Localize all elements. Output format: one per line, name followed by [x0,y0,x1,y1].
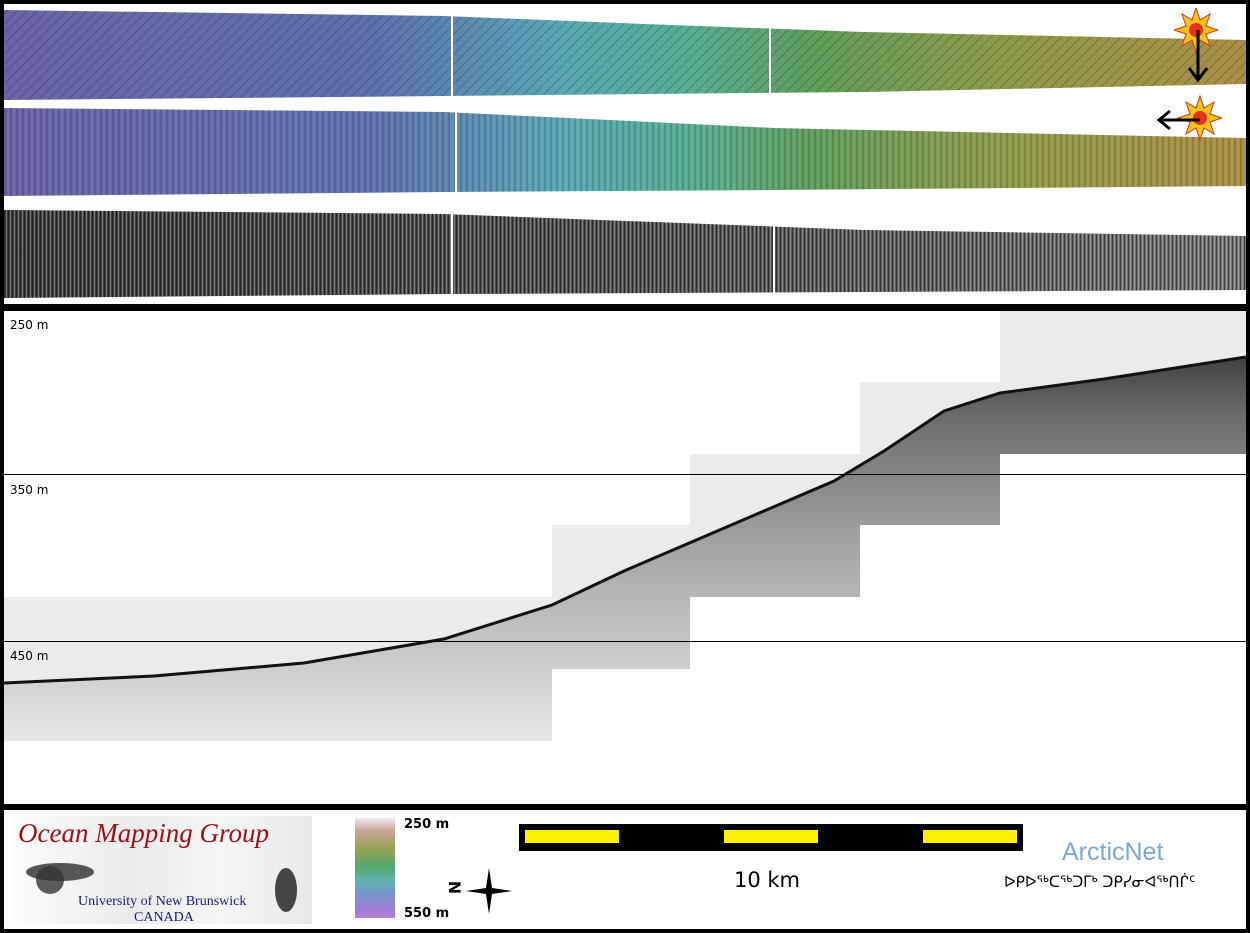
depth-label-350: 350 m [10,483,49,497]
seafloor-reflector [4,355,1246,685]
depth-label-450: 450 m [10,649,49,663]
depth-gridline-350 [4,474,1246,475]
relief-strip-east [4,108,1246,196]
swath-strips [4,10,1246,298]
north-label: N [445,880,465,895]
depth-gridline-450 [4,641,1246,642]
sun-arrow-down-icon [1174,8,1218,83]
relief-strip-north [4,10,1246,100]
arcticnet-logo: ArcticNet [1062,838,1164,866]
depth-label-250: 250 m [10,318,49,332]
colorbar-top-label: 250 m [404,817,450,832]
sun-arrow-left-icon [1156,94,1222,142]
depth-colorbar [355,818,395,918]
scale-segment [923,830,1017,843]
sonar-fish-icon [275,868,297,912]
scale-segment [724,830,818,843]
scale-segment [525,830,619,843]
strip-seams [451,14,775,298]
logo-title: Ocean Mapping Group [18,818,269,848]
ocean-mapping-group-logo: Ocean Mapping Group University of New Br… [10,816,312,925]
logo-country: CANADA [134,910,194,925]
seafloor-vessel-icon [26,863,94,894]
compass-star-icon [466,868,512,914]
backscatter-strip [4,210,1246,298]
profile-image [4,311,1246,741]
sediment-body [4,357,1246,741]
colorbar-bottom-label: 550 m [404,906,450,921]
scale-label: 10 km [734,868,801,892]
north-arrow: N [440,860,520,924]
subbottom-profile-panel: 250 m 350 m 450 m [4,311,1246,804]
logo-subtitle: University of New Brunswick [78,894,247,909]
scale-bar [519,824,1023,851]
legend-panel: Ocean Mapping Group University of New Br… [4,810,1246,929]
arcticnet-syllabics: ᐅᑭᐅᖅᑕᖅᑐᒥᒃ ᑐᑭᓯᓂᐊᖅᑎᒌᑦ [1004,873,1196,891]
swath-panel [4,4,1246,304]
